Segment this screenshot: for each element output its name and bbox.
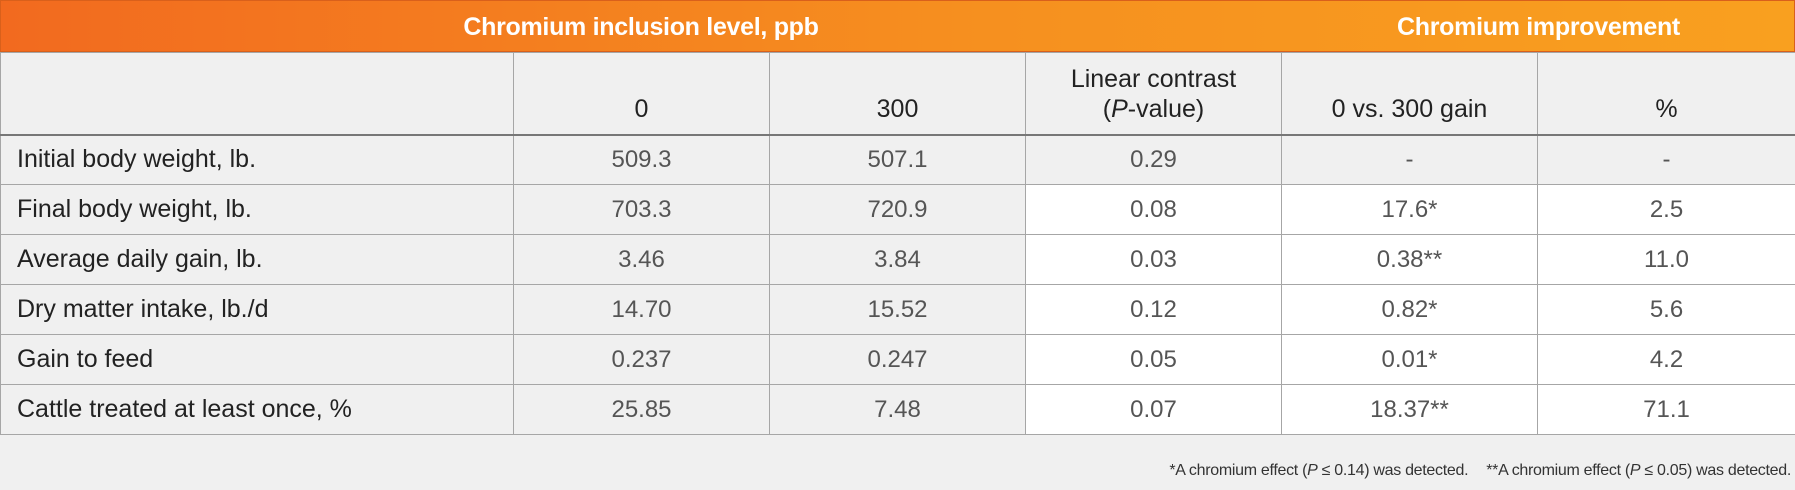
- column-header-empty: [0, 52, 514, 135]
- table-row: Dry matter intake, lb./d 14.70 15.52 0.1…: [0, 284, 1795, 335]
- cell-0ppb: 14.70: [513, 284, 770, 335]
- footnote: *A chromium effect (P ≤ 0.14) was detect…: [1169, 462, 1791, 480]
- footnote-1-p: P: [1307, 462, 1318, 479]
- row-label: Gain to feed: [0, 334, 514, 385]
- data-table: 0 300 Linear contrast (P-value) 0 vs. 30…: [0, 52, 1795, 435]
- cell-gain: 17.6*: [1281, 184, 1538, 235]
- cell-gain: 18.37**: [1281, 384, 1538, 435]
- table-row: Initial body weight, lb. 509.3 507.1 0.2…: [0, 134, 1795, 185]
- footnote-2-post: ≤ 0.05) was detected.: [1640, 462, 1791, 479]
- linear-p-italic: P: [1111, 94, 1128, 123]
- cell-0ppb: 25.85: [513, 384, 770, 435]
- cell-percent: 2.5: [1537, 184, 1795, 235]
- cell-0ppb: 0.237: [513, 334, 770, 385]
- cell-p-value: 0.05: [1025, 334, 1282, 385]
- linear-open: (: [1102, 94, 1112, 123]
- column-header-300ppb: 300: [769, 52, 1026, 135]
- cell-percent: 11.0: [1537, 234, 1795, 285]
- cell-300ppb: 507.1: [769, 134, 1026, 185]
- table-row: Average daily gain, lb. 3.46 3.84 0.03 0…: [0, 234, 1795, 285]
- row-label: Initial body weight, lb.: [0, 134, 514, 185]
- cell-300ppb: 0.247: [769, 334, 1026, 385]
- header-inclusion-level: Chromium inclusion level, ppb: [463, 13, 819, 41]
- footnote-2-pre: **A chromium effect (: [1486, 462, 1630, 479]
- cell-0ppb: 703.3: [513, 184, 770, 235]
- table-row: Cattle treated at least once, % 25.85 7.…: [0, 384, 1795, 435]
- footnote-1-pre: *A chromium effect (: [1169, 462, 1308, 479]
- cell-p-value: 0.29: [1025, 134, 1282, 185]
- cell-300ppb: 15.52: [769, 284, 1026, 335]
- column-header-0ppb: 0: [513, 52, 770, 135]
- cell-0ppb: 509.3: [513, 134, 770, 185]
- footnote-2-p: P: [1629, 462, 1641, 479]
- header-band: Chromium inclusion level, ppb Chromium i…: [0, 0, 1795, 52]
- header-improvement: Chromium improvement: [1397, 13, 1680, 41]
- cell-gain: -: [1281, 134, 1538, 185]
- cell-percent: 5.6: [1537, 284, 1795, 335]
- cell-0ppb: 3.46: [513, 234, 770, 285]
- cell-percent: 4.2: [1537, 334, 1795, 385]
- column-header-linear-contrast: Linear contrast (P-value): [1025, 52, 1282, 135]
- cell-300ppb: 7.48: [769, 384, 1026, 435]
- cell-gain: 0.01*: [1281, 334, 1538, 385]
- table-row: Final body weight, lb. 703.3 720.9 0.08 …: [0, 184, 1795, 235]
- table-row: Gain to feed 0.237 0.247 0.05 0.01* 4.2: [0, 334, 1795, 385]
- cell-percent: 71.1: [1537, 384, 1795, 435]
- row-label: Dry matter intake, lb./d: [0, 284, 514, 335]
- column-header-row: 0 300 Linear contrast (P-value) 0 vs. 30…: [0, 52, 1795, 135]
- cell-p-value: 0.12: [1025, 284, 1282, 335]
- column-header-percent: %: [1537, 52, 1795, 135]
- cell-300ppb: 3.84: [769, 234, 1026, 285]
- cell-300ppb: 720.9: [769, 184, 1026, 235]
- row-label: Cattle treated at least once, %: [0, 384, 514, 435]
- cell-gain: 0.82*: [1281, 284, 1538, 335]
- cell-p-value: 0.08: [1025, 184, 1282, 235]
- footnote-1-post: ≤ 0.14) was detected.: [1317, 462, 1469, 479]
- linear-close: -value): [1127, 94, 1205, 123]
- column-header-gain: 0 vs. 300 gain: [1281, 52, 1538, 135]
- row-label: Final body weight, lb.: [0, 184, 514, 235]
- cell-gain: 0.38**: [1281, 234, 1538, 285]
- cell-p-value: 0.03: [1025, 234, 1282, 285]
- linear-contrast-line1: Linear contrast: [1070, 64, 1237, 93]
- cell-percent: -: [1537, 134, 1795, 185]
- row-label: Average daily gain, lb.: [0, 234, 514, 285]
- cell-p-value: 0.07: [1025, 384, 1282, 435]
